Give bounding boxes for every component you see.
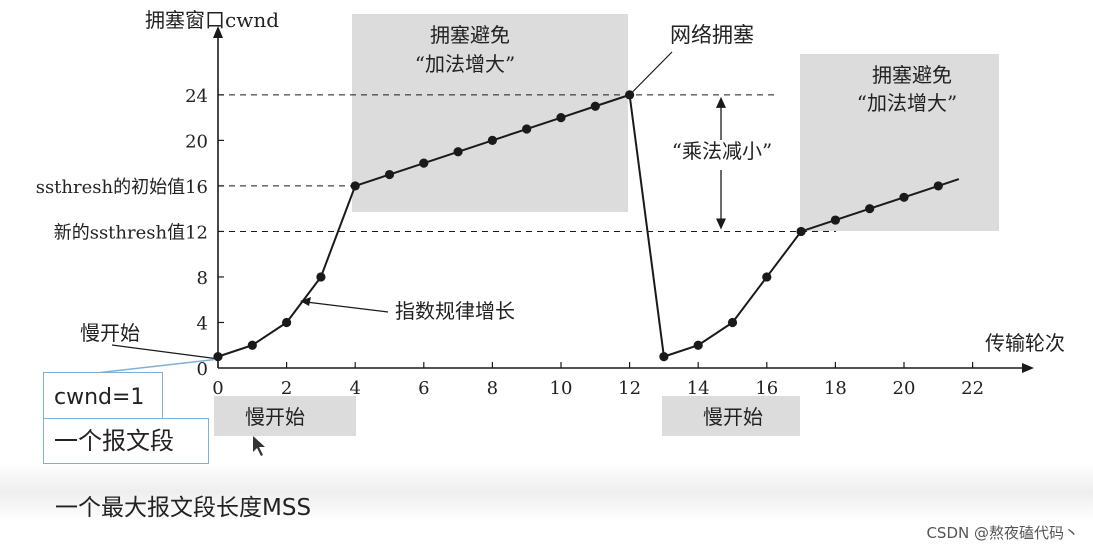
callout-connector bbox=[95, 358, 215, 374]
data-point bbox=[522, 124, 532, 134]
data-point bbox=[556, 113, 566, 123]
annotation-exponential-growth: 指数规律增长 bbox=[395, 299, 515, 323]
region-slow-start-1 bbox=[214, 396, 356, 436]
x-tick-label: 2 bbox=[281, 378, 292, 399]
annotation-leader-exponential bbox=[305, 301, 389, 313]
x-tick-label: 10 bbox=[550, 378, 573, 399]
region-label-slow-start-2: 慢开始 bbox=[703, 405, 763, 429]
y-tick-label: 24 bbox=[185, 86, 208, 107]
region-congestion-avoidance-1 bbox=[352, 14, 628, 212]
y-axis-arrow bbox=[213, 26, 223, 38]
data-point bbox=[213, 352, 223, 362]
data-point bbox=[899, 192, 909, 202]
y-tick-label: 4 bbox=[197, 313, 208, 334]
x-tick-label: 0 bbox=[212, 378, 223, 399]
y-tick-label: 20 bbox=[185, 131, 208, 152]
segment-callout-box: 一个报文段 bbox=[43, 418, 209, 464]
x-axis-title: 传输轮次 bbox=[985, 331, 1065, 355]
region-label-additive-increase-1: “加法增大” bbox=[415, 52, 515, 76]
annotation-layer: 拥塞避免“加法增大” 拥塞避免“加法增大”慢开始 慢开始网络拥塞指数规律增长“乘法减… bbox=[80, 23, 957, 456]
annotation-slow-start: 慢开始 bbox=[80, 321, 140, 345]
data-point bbox=[282, 317, 292, 328]
data-point bbox=[384, 169, 395, 180]
region-layer bbox=[214, 14, 999, 436]
data-point bbox=[487, 135, 497, 145]
y-tick-label: 8 bbox=[197, 268, 208, 289]
data-point bbox=[625, 90, 635, 100]
x-axis-arrow bbox=[1022, 363, 1034, 373]
data-point bbox=[453, 147, 463, 157]
annotation-leader-slow-start bbox=[111, 344, 217, 360]
data-point bbox=[865, 204, 875, 214]
cwnd-callout-box: cwnd=1 bbox=[43, 372, 163, 422]
region-congestion-avoidance-2 bbox=[800, 54, 999, 231]
data-point bbox=[350, 181, 360, 191]
annotation-arrowhead-down bbox=[716, 218, 726, 230]
data-point bbox=[830, 215, 841, 225]
annotation-arrowhead-up bbox=[716, 96, 726, 108]
region-label-additive-increase-2: “加法增大” bbox=[857, 91, 957, 115]
annotation-multiplicative-decrease: “乘法减小” bbox=[672, 139, 772, 163]
x-tick-label: 8 bbox=[487, 378, 498, 399]
region-label-slow-start-1: 慢开始 bbox=[245, 405, 305, 429]
annotation-leader-congestion bbox=[632, 51, 673, 93]
y-tick-label: ssthresh的初始值16 bbox=[36, 177, 208, 198]
region-label-congestion-avoidance-2: 拥塞避免 bbox=[872, 63, 952, 87]
y-tick-label: 0 bbox=[197, 359, 208, 380]
mouse-cursor-icon bbox=[253, 436, 265, 456]
bottom-fade bbox=[0, 462, 1093, 522]
watermark: CSDN @熬夜磕代码丶 bbox=[926, 524, 1079, 542]
x-tick-label: 20 bbox=[893, 378, 916, 399]
x-tick-label: 22 bbox=[961, 378, 984, 399]
guide-line-layer bbox=[218, 94, 836, 232]
y-axis-title: 拥塞窗口cwnd bbox=[145, 8, 279, 32]
data-point bbox=[247, 340, 257, 350]
x-tick-label: 6 bbox=[418, 378, 429, 399]
data-point bbox=[659, 352, 669, 362]
annotation-arrowhead-exponential bbox=[300, 297, 311, 306]
series-layer bbox=[213, 90, 960, 362]
x-tick-label: 4 bbox=[349, 378, 360, 399]
data-point bbox=[933, 181, 943, 191]
data-point bbox=[762, 272, 772, 282]
x-tick-label: 18 bbox=[824, 378, 847, 399]
x-tick-label: 12 bbox=[618, 378, 641, 399]
region-slow-start-2 bbox=[662, 396, 800, 436]
data-point bbox=[590, 101, 600, 111]
y-tick-label: 新的ssthresh值12 bbox=[54, 222, 208, 243]
data-point bbox=[727, 317, 738, 328]
x-tick-label: 14 bbox=[687, 378, 710, 399]
data-point bbox=[419, 158, 429, 168]
data-point bbox=[316, 272, 326, 282]
annotation-network-congestion: 网络拥塞 bbox=[670, 23, 754, 47]
data-point bbox=[796, 226, 806, 237]
x-tick-label: 16 bbox=[755, 378, 778, 399]
data-point bbox=[693, 340, 703, 350]
region-label-congestion-avoidance-1: 拥塞避免 bbox=[430, 23, 510, 47]
mss-note: 一个最大报文段长度MSS bbox=[55, 495, 312, 521]
